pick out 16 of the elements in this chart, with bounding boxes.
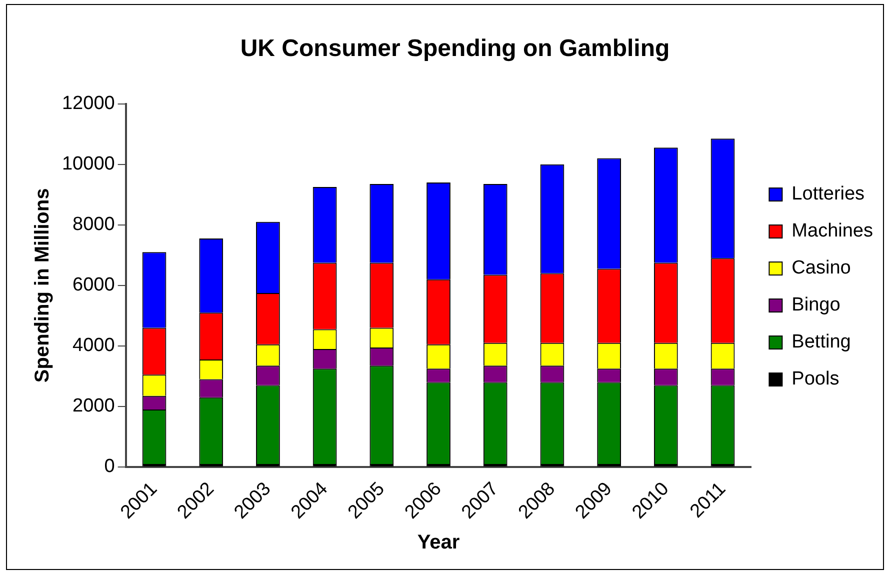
legend-label: Pools bbox=[792, 368, 840, 390]
legend-label: Betting bbox=[792, 332, 851, 353]
y-tick-label: 10000 bbox=[62, 154, 115, 175]
y-tick-label: 4000 bbox=[72, 335, 115, 356]
y-tick-label: 0 bbox=[104, 456, 115, 478]
y-axis-title: Spending in Millions bbox=[32, 188, 54, 383]
legend-label: Machines bbox=[792, 220, 874, 242]
y-tick-label: 8000 bbox=[72, 214, 115, 236]
chart-title: UK Consumer Spending on Gambling bbox=[240, 35, 670, 62]
x-axis-title: Year bbox=[417, 532, 460, 554]
legend-label: Bingo bbox=[792, 294, 840, 316]
legend-label: Lotteries bbox=[792, 184, 865, 205]
y-tick-label: 12000 bbox=[62, 93, 115, 114]
y-tick-label: 2000 bbox=[72, 396, 115, 417]
y-tick-label: 6000 bbox=[72, 274, 115, 296]
legend-label: Casino bbox=[792, 258, 851, 279]
